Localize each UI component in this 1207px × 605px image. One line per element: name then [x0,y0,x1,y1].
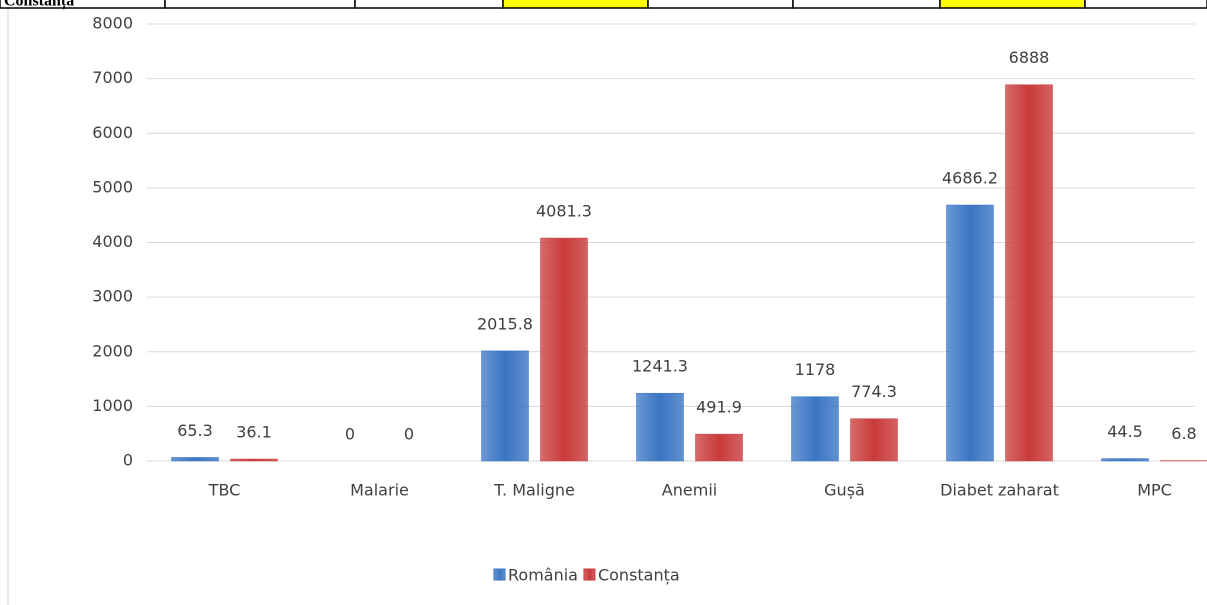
data-label: 44.5 [1107,422,1143,441]
y-tick-label: 5000 [92,177,133,196]
data-label: 491.9 [696,398,742,417]
y-tick-label: 6000 [92,123,133,142]
table-cell-text: Constanța [4,0,74,11]
data-label: 774.3 [851,382,897,401]
bar [540,237,588,462]
table-cell [354,0,504,9]
x-tick-label: Gușă [824,481,865,500]
table-cell [0,0,166,9]
bar [171,457,219,462]
y-tick-label: 4000 [92,232,133,251]
bar [1005,84,1053,462]
y-tick-label: 3000 [92,287,133,306]
y-tick-label: 1000 [92,396,133,415]
data-label: 1241.3 [632,357,688,376]
legend-swatch [583,568,596,581]
data-label: 6888 [1009,48,1050,67]
data-label: 0 [345,425,355,444]
table-cell [1084,0,1207,9]
data-label: 4686.2 [942,169,998,188]
bar [1101,458,1149,462]
data-label: 0 [404,425,414,444]
x-tick-label: TBC [208,481,241,500]
data-label: 36.1 [236,423,272,442]
data-label: 2015.8 [477,314,533,333]
x-tick-label: Diabet zaharat [940,481,1059,500]
bar [850,418,898,462]
table-cell [502,0,649,9]
y-tick-label: 0 [123,451,133,470]
table-cell [647,0,794,9]
y-tick-label: 7000 [92,68,133,87]
bar [230,458,278,462]
bar [791,396,839,462]
table-cell [939,0,1086,9]
x-tick-label: Malarie [350,481,409,500]
data-label: 1178 [795,360,836,379]
y-tick-label: 2000 [92,341,133,360]
legend-label: România [508,566,578,585]
table-cell [792,0,941,9]
legend-swatch [493,568,506,581]
table-cell [164,0,356,9]
x-tick-label: Anemii [662,481,717,500]
bar [636,392,684,462]
legend-label: Constanța [598,566,680,585]
bar [946,204,994,462]
data-label: 65.3 [177,421,213,440]
data-label: 4081.3 [536,202,592,221]
data-label: 6.8 [1171,424,1196,443]
bar [695,433,743,462]
bar [481,350,529,462]
x-tick-label: MPC [1137,481,1172,500]
x-tick-label: T. Maligne [493,481,575,500]
y-tick-label: 8000 [92,14,133,33]
